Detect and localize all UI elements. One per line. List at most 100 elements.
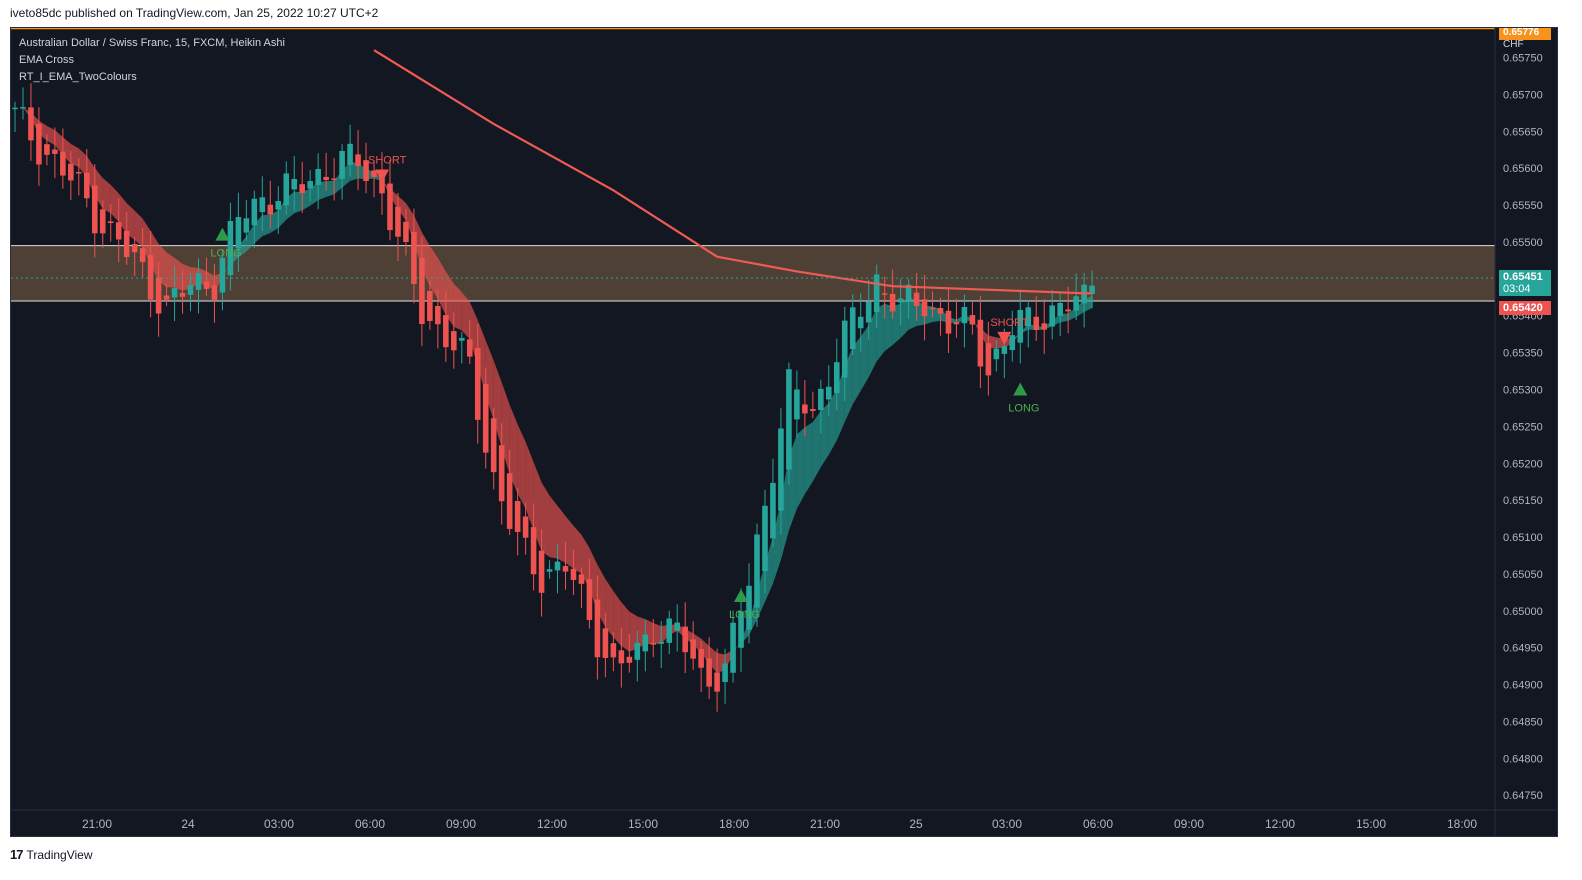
candle-body bbox=[770, 482, 776, 539]
candle-body bbox=[977, 319, 984, 367]
countdown-timer: 03:04 bbox=[1503, 283, 1531, 295]
candle-body bbox=[275, 201, 282, 210]
time-axis-tick-label: 03:00 bbox=[264, 817, 294, 831]
ema-ribbon-segment bbox=[1076, 299, 1085, 318]
ema-ribbon-segment bbox=[709, 645, 718, 674]
candle-body bbox=[810, 408, 816, 411]
ema-ribbon-segment bbox=[772, 500, 781, 584]
ema-ribbon-segment bbox=[621, 602, 630, 652]
candle-body bbox=[937, 308, 944, 314]
candle-body bbox=[961, 306, 968, 324]
ema-ribbon-segment bbox=[557, 505, 566, 563]
candle-body bbox=[347, 143, 353, 165]
last-price-tag: 0.65451 03:04 bbox=[1499, 270, 1551, 296]
candle-body bbox=[913, 292, 920, 306]
legend-indicator-two-colours[interactable]: RT_I_EMA_TwoColours bbox=[19, 71, 137, 83]
tradingview-brand: TradingView bbox=[26, 847, 93, 862]
chart-area[interactable]: LONG SHORT LONG SHORT LONG 0.65750 0.65700 0.65… bbox=[10, 27, 1558, 837]
candle-body bbox=[889, 293, 896, 312]
tradingview-footer[interactable]: 17 TradingView bbox=[10, 847, 93, 862]
candle-body bbox=[722, 663, 728, 683]
time-axis-tick-label: 18:00 bbox=[1447, 817, 1477, 831]
candle-body bbox=[658, 641, 665, 644]
ema-ribbon-segment bbox=[1068, 307, 1077, 321]
candle-body bbox=[107, 221, 114, 224]
ema-ribbon-segment bbox=[589, 547, 598, 612]
candle-body bbox=[538, 550, 545, 593]
candle-body bbox=[355, 154, 361, 166]
ema-ribbon-segment bbox=[246, 223, 255, 252]
candle-body bbox=[259, 197, 266, 213]
candle-body bbox=[131, 243, 138, 253]
candle-body bbox=[403, 221, 409, 243]
candle-body bbox=[498, 445, 505, 502]
time-axis-tick-label: 21:00 bbox=[82, 817, 112, 831]
candle-body bbox=[147, 255, 154, 300]
candle-body bbox=[84, 172, 90, 199]
ema-ribbon-segment bbox=[158, 243, 167, 288]
candle-body bbox=[881, 293, 888, 295]
candle-body bbox=[1049, 305, 1055, 327]
candle-body bbox=[315, 168, 321, 185]
ema-ribbon-segment bbox=[54, 130, 63, 156]
legend-symbol[interactable]: Australian Dollar / Swiss Franc, 15, FXC… bbox=[19, 37, 285, 49]
candle-body bbox=[546, 569, 553, 572]
candle-body bbox=[12, 107, 18, 110]
ema-ribbon-segment bbox=[764, 536, 773, 602]
candle-body bbox=[1057, 302, 1063, 316]
candle-body bbox=[778, 428, 784, 511]
legend-indicator-ema-cross[interactable]: EMA Cross bbox=[19, 54, 75, 66]
candle-body bbox=[44, 144, 50, 155]
candle-body bbox=[650, 642, 657, 645]
currency-label: CHF bbox=[1503, 39, 1524, 50]
ema-ribbon-segment bbox=[820, 402, 829, 468]
long-signal-marker bbox=[1013, 382, 1028, 396]
candle-body bbox=[331, 178, 337, 180]
candle-body bbox=[411, 231, 417, 284]
candle-body bbox=[1017, 309, 1024, 343]
ema-ribbon-segment bbox=[812, 410, 821, 482]
ema-ribbon-segment bbox=[892, 303, 901, 346]
candle-body bbox=[195, 273, 202, 290]
ema-ribbon-segment bbox=[429, 245, 438, 299]
candle-body bbox=[76, 172, 82, 174]
ema-ribbon-segment bbox=[653, 623, 662, 645]
ema-ribbon-segment bbox=[46, 125, 55, 146]
ema-ribbon-segment bbox=[565, 515, 574, 569]
price-axis-tick-label: 0.65300 bbox=[1503, 384, 1543, 396]
candle-body bbox=[570, 568, 577, 580]
candle-body bbox=[427, 290, 433, 321]
candle-body bbox=[435, 305, 441, 325]
candle-body bbox=[1089, 285, 1095, 295]
price-axis-tick-label: 0.65350 bbox=[1503, 348, 1543, 360]
price-axis-tick-label: 0.65500 bbox=[1503, 237, 1543, 249]
ema-ribbon-segment bbox=[397, 195, 406, 221]
price-axis-tick-label: 0.65200 bbox=[1503, 458, 1543, 470]
candle-body bbox=[786, 369, 792, 470]
candle-body bbox=[203, 281, 210, 289]
candle-body bbox=[530, 527, 537, 575]
candle-body bbox=[610, 643, 617, 658]
candle-body bbox=[68, 163, 74, 181]
short-signal-marker bbox=[375, 169, 389, 183]
price-axis-tick-label: 0.65550 bbox=[1503, 200, 1543, 212]
candle-body bbox=[211, 285, 218, 300]
candle-body bbox=[818, 388, 824, 410]
ema-ribbon-segment bbox=[294, 191, 303, 214]
candle-body bbox=[379, 173, 385, 194]
ema-ribbon-segment bbox=[126, 203, 135, 240]
candle-body bbox=[28, 107, 34, 141]
candle-body bbox=[1009, 335, 1016, 351]
candle-body bbox=[466, 339, 473, 357]
chart-svg[interactable]: LONG SHORT LONG SHORT LONG 0.65750 0.65700 0.65… bbox=[11, 28, 1558, 837]
candle-body bbox=[458, 337, 465, 341]
time-axis-tick-label: 09:00 bbox=[446, 817, 476, 831]
ema-ribbon-segment bbox=[876, 303, 885, 362]
candle-body bbox=[826, 386, 832, 400]
candle-body bbox=[219, 257, 226, 293]
ema-ribbon-segment bbox=[182, 263, 191, 291]
ema-ribbon-segment bbox=[860, 325, 869, 391]
ema-ribbon-segment bbox=[445, 271, 454, 327]
candle-body bbox=[451, 331, 457, 351]
ema-line bbox=[373, 49, 1093, 295]
